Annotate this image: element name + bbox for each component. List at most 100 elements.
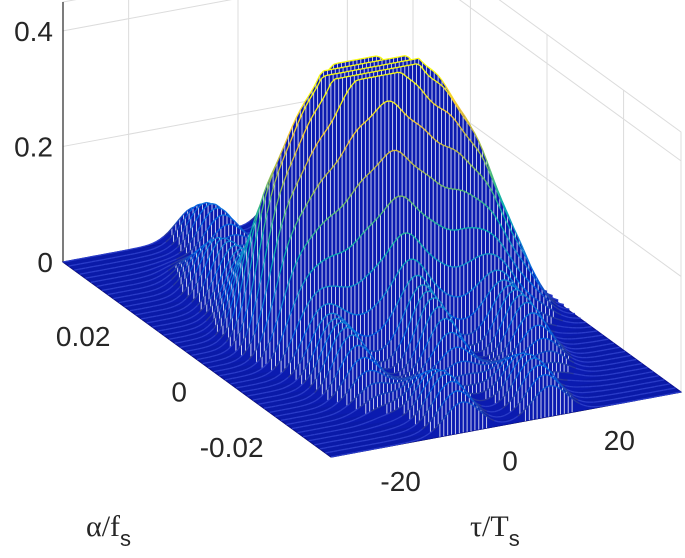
surface-edge [246,366,251,370]
surface-edge [372,218,378,224]
surface-edge [405,156,411,162]
surface-edge [104,283,109,286]
surface-edge [155,238,161,243]
surface-edge [144,316,150,319]
surface-edge [196,358,202,361]
surface-edge [432,256,437,261]
surface-edge [78,257,83,260]
surface-edge [193,281,199,289]
surface-edge [523,275,529,281]
surface-edge [558,318,563,322]
surface-edge [150,272,156,276]
surface-edge [490,253,496,256]
surface-edge [389,67,394,70]
surface-edge [239,273,245,291]
surface-edge [199,207,205,214]
surface-edge [226,240,231,243]
surface-edge [391,276,397,284]
surface-edge [290,301,296,313]
surface-edge [318,318,324,325]
surface-edge [342,76,347,79]
surface-edge [168,250,174,254]
surface-edge [439,83,445,88]
surface-edge [96,285,101,288]
surface-edge [511,280,517,287]
surface-edge [143,275,148,278]
surface-edge [293,122,299,133]
surface-edge [432,178,438,184]
surface-edge [133,283,138,286]
surface-edge [464,116,470,124]
surface-edge [503,206,509,216]
surface-edge [440,184,446,188]
surface-edge [213,370,218,373]
surface-edge [158,308,163,312]
surface-edge [207,223,213,230]
surface-edge [457,295,462,298]
surface-edge [197,336,203,339]
surface-edge [181,256,187,260]
surface-edge [339,66,344,69]
surface-edge [255,340,261,350]
surface-edge [371,65,377,68]
surface-edge [142,296,147,299]
surface-edge [116,271,121,274]
surface-edge [393,237,399,244]
surface-edge [371,75,376,78]
surface-edge [347,285,352,288]
surface-edge [214,215,220,220]
surface-edge [216,316,222,324]
surface-edge [198,203,203,208]
surface-edge [356,68,361,71]
surface-edge [164,312,169,316]
surface-edge [297,113,303,124]
surface-edge [199,254,205,264]
surface-edge [382,154,388,160]
surface-edge [319,70,325,76]
surface-edge [202,276,208,286]
surface-edge [107,257,112,260]
surface-edge [222,292,229,303]
surface-edge [309,92,315,100]
surface-edge [183,210,188,215]
surface-edge [298,210,304,218]
surface-edge [416,239,422,245]
surface-edge [133,272,138,275]
surface-edge [427,132,432,137]
surface-edge [299,133,305,144]
surface-edge [182,246,187,251]
surface-edge [160,313,165,316]
surface-edge [157,255,162,259]
surface-edge [529,271,535,278]
surface-edge [143,301,148,304]
surface-edge [186,328,191,332]
surface-edge [356,235,362,241]
surface-edge [360,230,366,236]
surface-edge [346,75,351,78]
surface-edge [221,368,226,371]
surface-edge [401,153,407,158]
surface-edge [331,211,337,216]
surface-edge [477,171,483,178]
surface-edge [176,243,182,249]
surface-edge [365,71,370,74]
surface-edge [233,249,239,255]
surface-edge [241,248,248,265]
surface-edge [241,234,247,238]
surface-edge [184,232,190,240]
surface-edge [240,362,246,366]
surface-edge [303,125,309,135]
surface-edge [151,252,156,256]
surface-edge [93,254,99,257]
surface-edge [462,155,467,161]
surface-edge [217,358,223,362]
surface-edge [539,310,544,314]
surface-edge [273,237,279,255]
surface-edge [323,217,329,223]
surface-edge [137,271,142,274]
surface-edge [159,249,164,253]
surface-edge [308,234,314,241]
surface-edge [192,305,198,310]
surface-edge [408,63,413,66]
surface-edge [128,258,133,261]
